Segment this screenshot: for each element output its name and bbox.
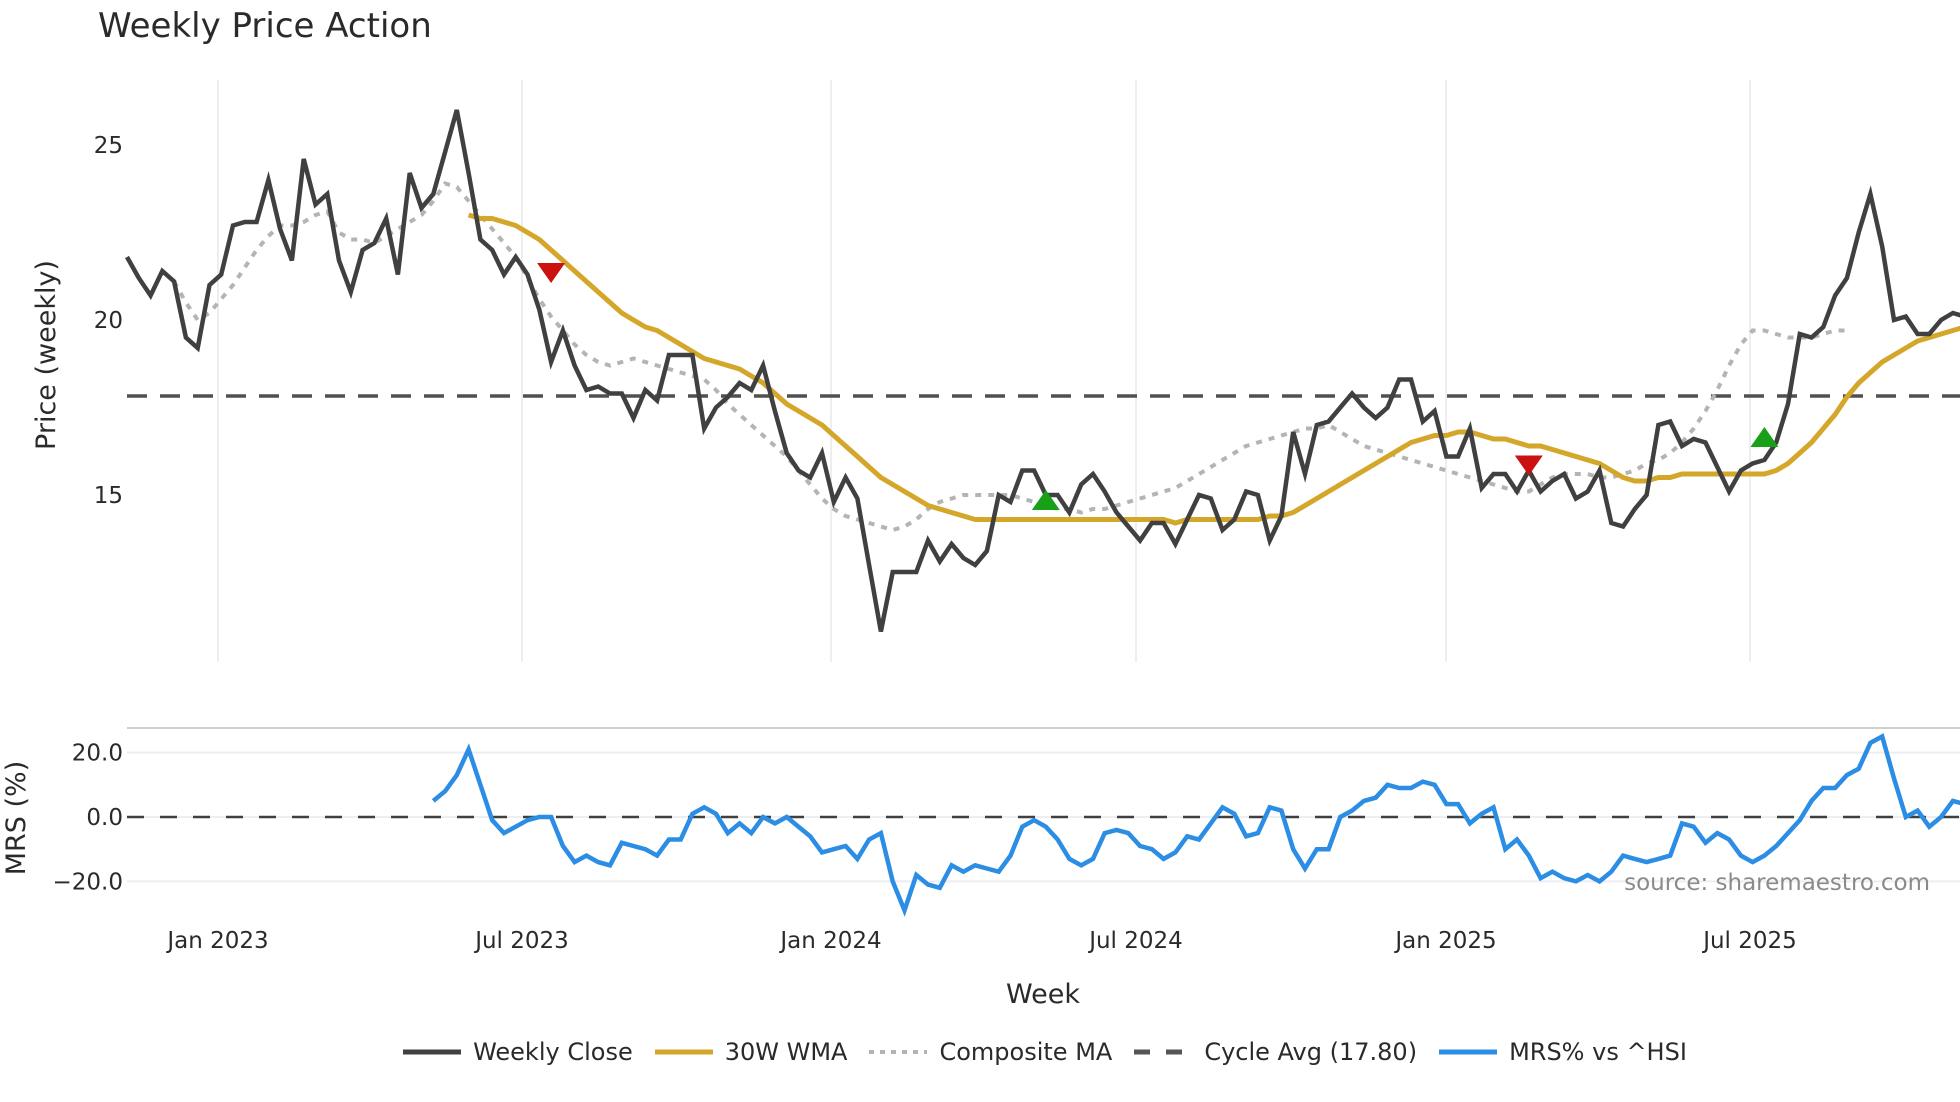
legend-item[interactable]: Weekly Close	[403, 1038, 633, 1066]
legend-label: Composite MA	[939, 1038, 1113, 1066]
source-label: source: sharemaestro.com	[1624, 870, 1930, 896]
mrs-tick-label: −20.0	[53, 869, 123, 895]
legend-swatch-icon	[1439, 1049, 1498, 1055]
sell-signal-down-triangle-icon	[537, 263, 566, 283]
mrs-line	[431, 733, 1960, 917]
legend-item[interactable]: MRS% vs ^HSI	[1439, 1038, 1687, 1066]
x-tick-label: Jul 2024	[1087, 928, 1183, 954]
legend-label: Weekly Close	[473, 1038, 633, 1066]
x-axis: Jan 2023 Jul 2023 Jan 2024 Jul 2024 Jan 2025…	[165, 928, 1796, 954]
legend-label: MRS% vs ^HSI	[1509, 1038, 1687, 1066]
legend-label: 30W WMA	[724, 1038, 848, 1066]
legend-swatch-icon	[1134, 1049, 1193, 1055]
price-y-axis: 25 20 15	[94, 133, 123, 509]
x-tick-label: Jul 2025	[1701, 928, 1797, 954]
x-axis-title: Week	[1006, 979, 1080, 1010]
mrs-y-axis-title: MRS (%)	[1, 761, 32, 876]
mrs-y-axis: 20.0 0.0 −20.0	[53, 741, 123, 896]
price-tick-label: 20	[94, 308, 123, 334]
buy-signal-up-triangle-icon	[1750, 427, 1779, 447]
x-tick-label: Jan 2025	[1393, 928, 1496, 954]
price-tick-label: 25	[94, 133, 123, 159]
price-gridlines	[217, 80, 1751, 662]
buy-signal-up-triangle-icon	[1031, 490, 1060, 510]
weekly-close-line	[125, 109, 1960, 632]
legend-swatch-icon	[403, 1049, 462, 1055]
mrs-tick-label: 0.0	[86, 805, 123, 831]
chart-title: Weekly Price Action	[98, 6, 432, 46]
price-tick-label: 15	[94, 483, 123, 509]
x-tick-label: Jan 2024	[778, 928, 881, 954]
x-tick-label: Jul 2023	[473, 928, 569, 954]
legend-item[interactable]: Composite MA	[869, 1038, 1112, 1066]
legend-item[interactable]: 30W WMA	[654, 1038, 848, 1066]
x-tick-label: Jan 2023	[165, 928, 268, 954]
signal-markers	[537, 263, 1779, 510]
price-y-axis-title: Price (weekly)	[31, 260, 62, 450]
sell-signal-down-triangle-icon	[1514, 455, 1543, 476]
legend-item[interactable]: Cycle Avg (17.80)	[1134, 1038, 1417, 1066]
legend-label: Cycle Avg (17.80)	[1204, 1038, 1418, 1066]
legend: Weekly Close 30W WMA Composite MA Cycle Avg…	[0, 1038, 1960, 1066]
legend-swatch-icon	[869, 1050, 928, 1054]
legend-swatch-icon	[654, 1049, 713, 1055]
mrs-tick-label: 20.0	[72, 741, 123, 767]
